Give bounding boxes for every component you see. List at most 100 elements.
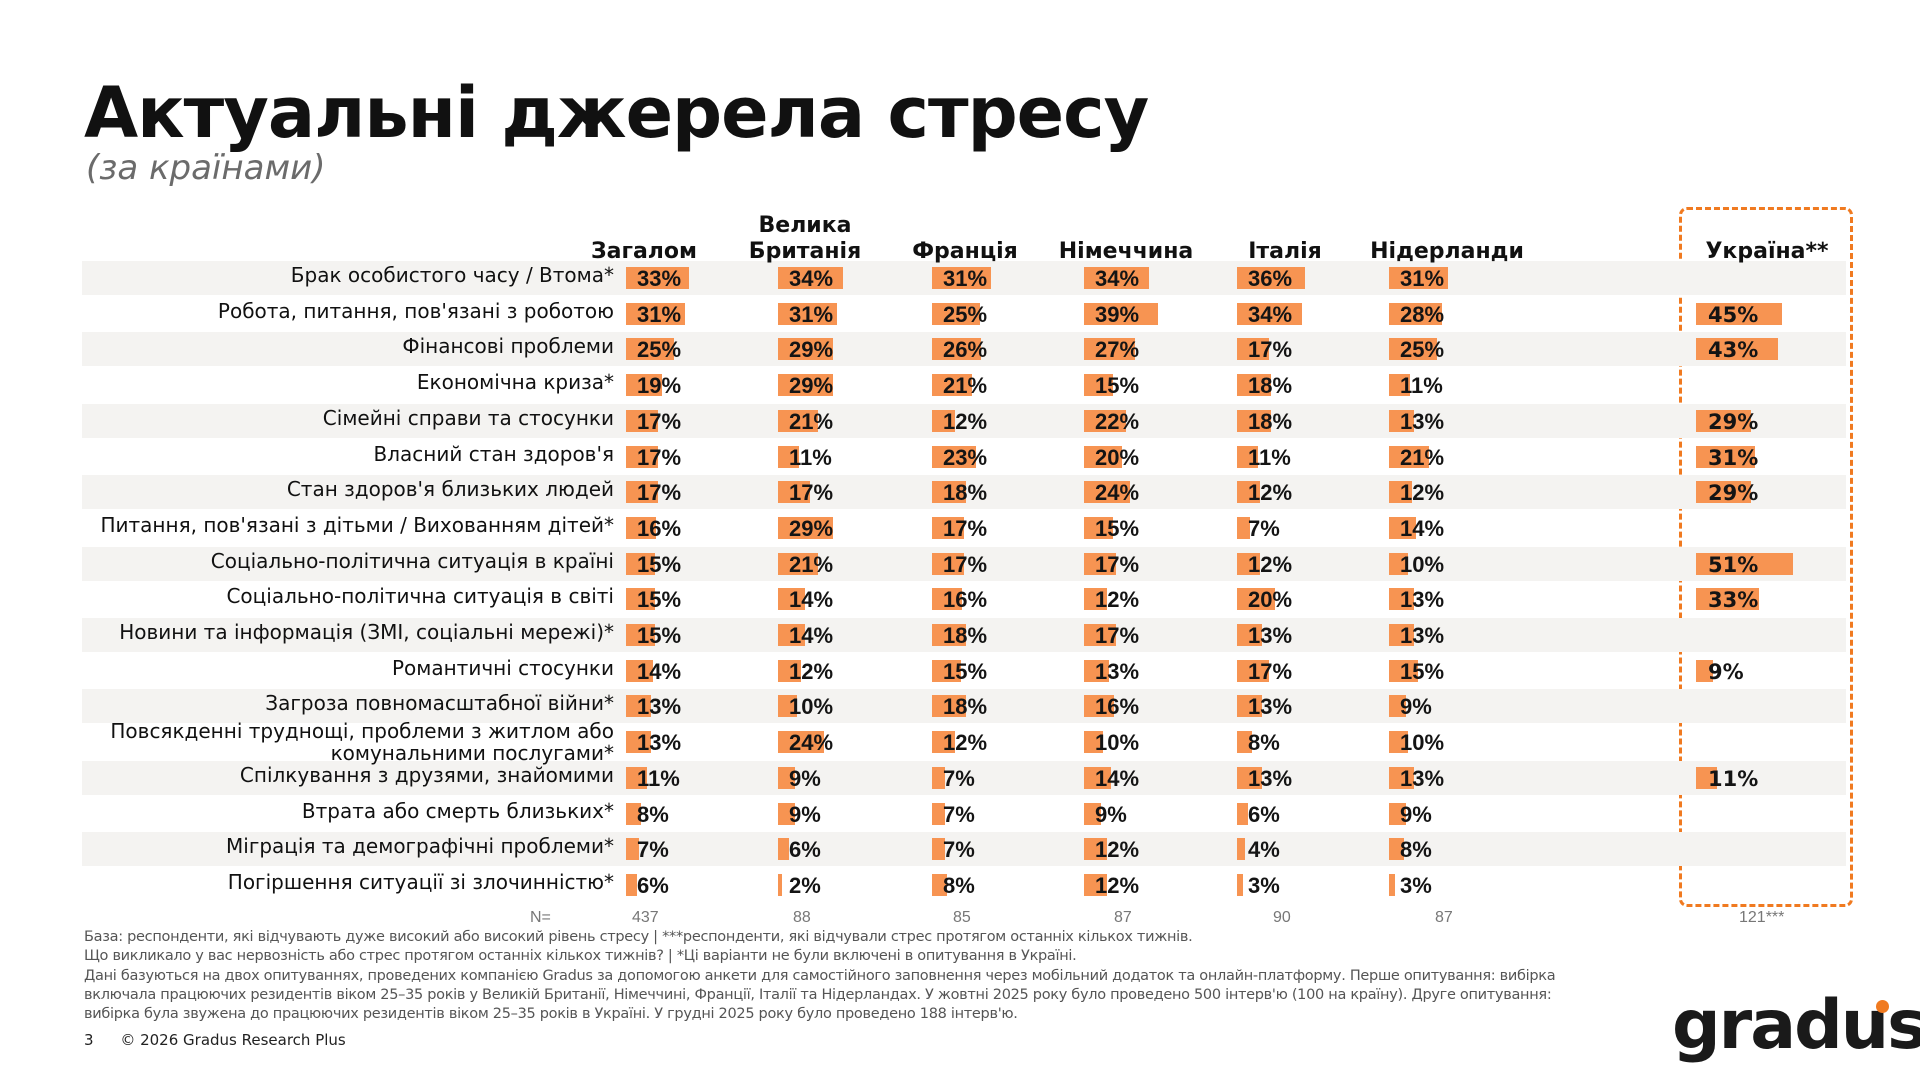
value-label: 33%: [637, 266, 682, 291]
bar: [1696, 659, 1714, 682]
bar: [778, 695, 797, 718]
bar: [626, 838, 640, 861]
value-label: 6%: [637, 872, 669, 898]
row-label: Питання, пов'язані з дітьми / Вихованням…: [100, 512, 614, 537]
row-stripe: [82, 760, 1846, 795]
value-label: 29%: [789, 515, 834, 541]
bar: [932, 873, 948, 896]
value-label: 24%: [789, 730, 834, 756]
value-label: 13%: [1248, 765, 1293, 791]
bar: [778, 409, 818, 432]
value-label: 17%: [789, 480, 834, 506]
bar: [1237, 588, 1275, 611]
bar: [1389, 552, 1408, 575]
row-label: Соціально-політична ситуація в країні: [210, 548, 614, 573]
bar: [778, 766, 796, 789]
bar: [1237, 267, 1306, 289]
bar: [626, 409, 659, 432]
value-label: 21%: [789, 551, 834, 577]
value-label: 17%: [1248, 337, 1293, 363]
value-label: 29%: [1708, 481, 1759, 506]
bar: [778, 267, 843, 289]
bar: [1696, 445, 1755, 468]
bar: [1696, 588, 1759, 611]
value-label: 13%: [637, 694, 682, 720]
column-header: Франція: [912, 239, 1018, 264]
page-title: Актуальні джерела стресу: [84, 72, 1149, 154]
bar: [626, 802, 642, 825]
page-number: 3: [84, 1031, 94, 1049]
value-label: 15%: [943, 658, 988, 684]
value-label: 2%: [789, 872, 821, 898]
bar: [1696, 409, 1752, 432]
bar: [626, 445, 659, 468]
row-label: Спілкування з друзями, знайомими: [239, 762, 614, 787]
n-value: 87: [1114, 909, 1132, 926]
bar: [932, 802, 946, 825]
column-header: Німеччина: [1058, 239, 1194, 264]
gradus-logo: gradus: [1672, 986, 1920, 1065]
value-label: 21%: [1400, 444, 1445, 470]
value-label: 9%: [1095, 801, 1127, 827]
value-label: 12%: [1095, 872, 1140, 898]
value-label: 13%: [1400, 765, 1445, 791]
value-label: 17%: [943, 551, 988, 577]
value-label: 31%: [637, 301, 682, 327]
bar: [1084, 731, 1103, 754]
bar: [1084, 873, 1107, 896]
value-label: 8%: [637, 801, 669, 827]
page-subtitle: (за країнами): [86, 148, 326, 188]
bar: [932, 838, 946, 861]
value-label: 12%: [943, 730, 988, 756]
bar: [1237, 481, 1260, 504]
bar: [1084, 802, 1102, 825]
value-label: 21%: [789, 408, 834, 434]
value-label: 17%: [637, 408, 682, 434]
bar: [1237, 624, 1262, 646]
value-label: 17%: [637, 480, 682, 506]
value-label: 14%: [789, 623, 834, 648]
bar: [1084, 766, 1111, 789]
bar: [778, 588, 805, 611]
value-label: 10%: [1400, 551, 1445, 577]
value-label: 23%: [943, 444, 988, 470]
bar: [1084, 302, 1159, 325]
value-label: 8%: [1400, 837, 1432, 863]
bar: [932, 445, 976, 468]
value-label: 7%: [637, 837, 669, 863]
value-label: 12%: [1248, 480, 1293, 506]
value-label: 13%: [1248, 694, 1293, 720]
bar: [1237, 302, 1302, 325]
bar: [1389, 338, 1437, 361]
bar: [778, 338, 834, 361]
value-label: 22%: [1095, 408, 1140, 434]
value-label: 15%: [637, 551, 682, 577]
value-label: 17%: [943, 515, 988, 541]
bar: [626, 374, 663, 397]
value-label: 15%: [1095, 373, 1140, 399]
value-label: 31%: [943, 266, 988, 291]
value-label: 10%: [789, 694, 834, 720]
value-label: 34%: [789, 266, 834, 291]
value-label: 39%: [1095, 301, 1140, 327]
bar: [932, 481, 967, 504]
value-label: 12%: [1095, 587, 1140, 613]
column-header: Італія: [1248, 239, 1322, 264]
bar: [1084, 838, 1107, 861]
bar: [626, 624, 655, 646]
value-label: 6%: [1248, 801, 1280, 827]
n-value: 437: [632, 909, 659, 926]
value-label: 11%: [1708, 766, 1759, 791]
value-label: 17%: [1095, 623, 1140, 648]
n-value: 87: [1435, 909, 1453, 926]
bar: [626, 659, 653, 682]
bar: [778, 302, 837, 325]
bar: [932, 267, 991, 289]
value-label: 26%: [943, 337, 988, 363]
value-label: 20%: [1248, 587, 1293, 613]
bar: [1389, 731, 1408, 754]
bar: [1237, 338, 1270, 361]
value-label: 29%: [789, 337, 834, 363]
value-label: 13%: [1400, 587, 1445, 613]
bar: [1389, 838, 1405, 861]
